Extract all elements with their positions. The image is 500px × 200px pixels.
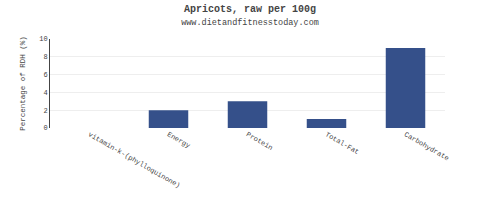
svg-text:4: 4 bbox=[43, 89, 47, 97]
svg-text:10: 10 bbox=[39, 35, 47, 43]
svg-text:Percentage of RDH (%): Percentage of RDH (%) bbox=[19, 36, 27, 131]
svg-text:6: 6 bbox=[43, 71, 47, 79]
svg-text:2: 2 bbox=[43, 107, 47, 115]
svg-text:Protein: Protein bbox=[245, 130, 274, 152]
svg-text:Carbohydrate: Carbohydrate bbox=[403, 130, 451, 162]
svg-text:8: 8 bbox=[43, 53, 47, 61]
svg-text:Total-Fat: Total-Fat bbox=[324, 130, 361, 156]
svg-text:Energy: Energy bbox=[166, 130, 192, 150]
svg-text:vitamin-k-(phylloquinone): vitamin-k-(phylloquinone) bbox=[87, 130, 182, 189]
svg-text:0: 0 bbox=[43, 124, 47, 132]
svg-text:Apricots, raw per 100gwww.diet: Apricots, raw per 100gwww.dietandfitness… bbox=[181, 4, 319, 28]
